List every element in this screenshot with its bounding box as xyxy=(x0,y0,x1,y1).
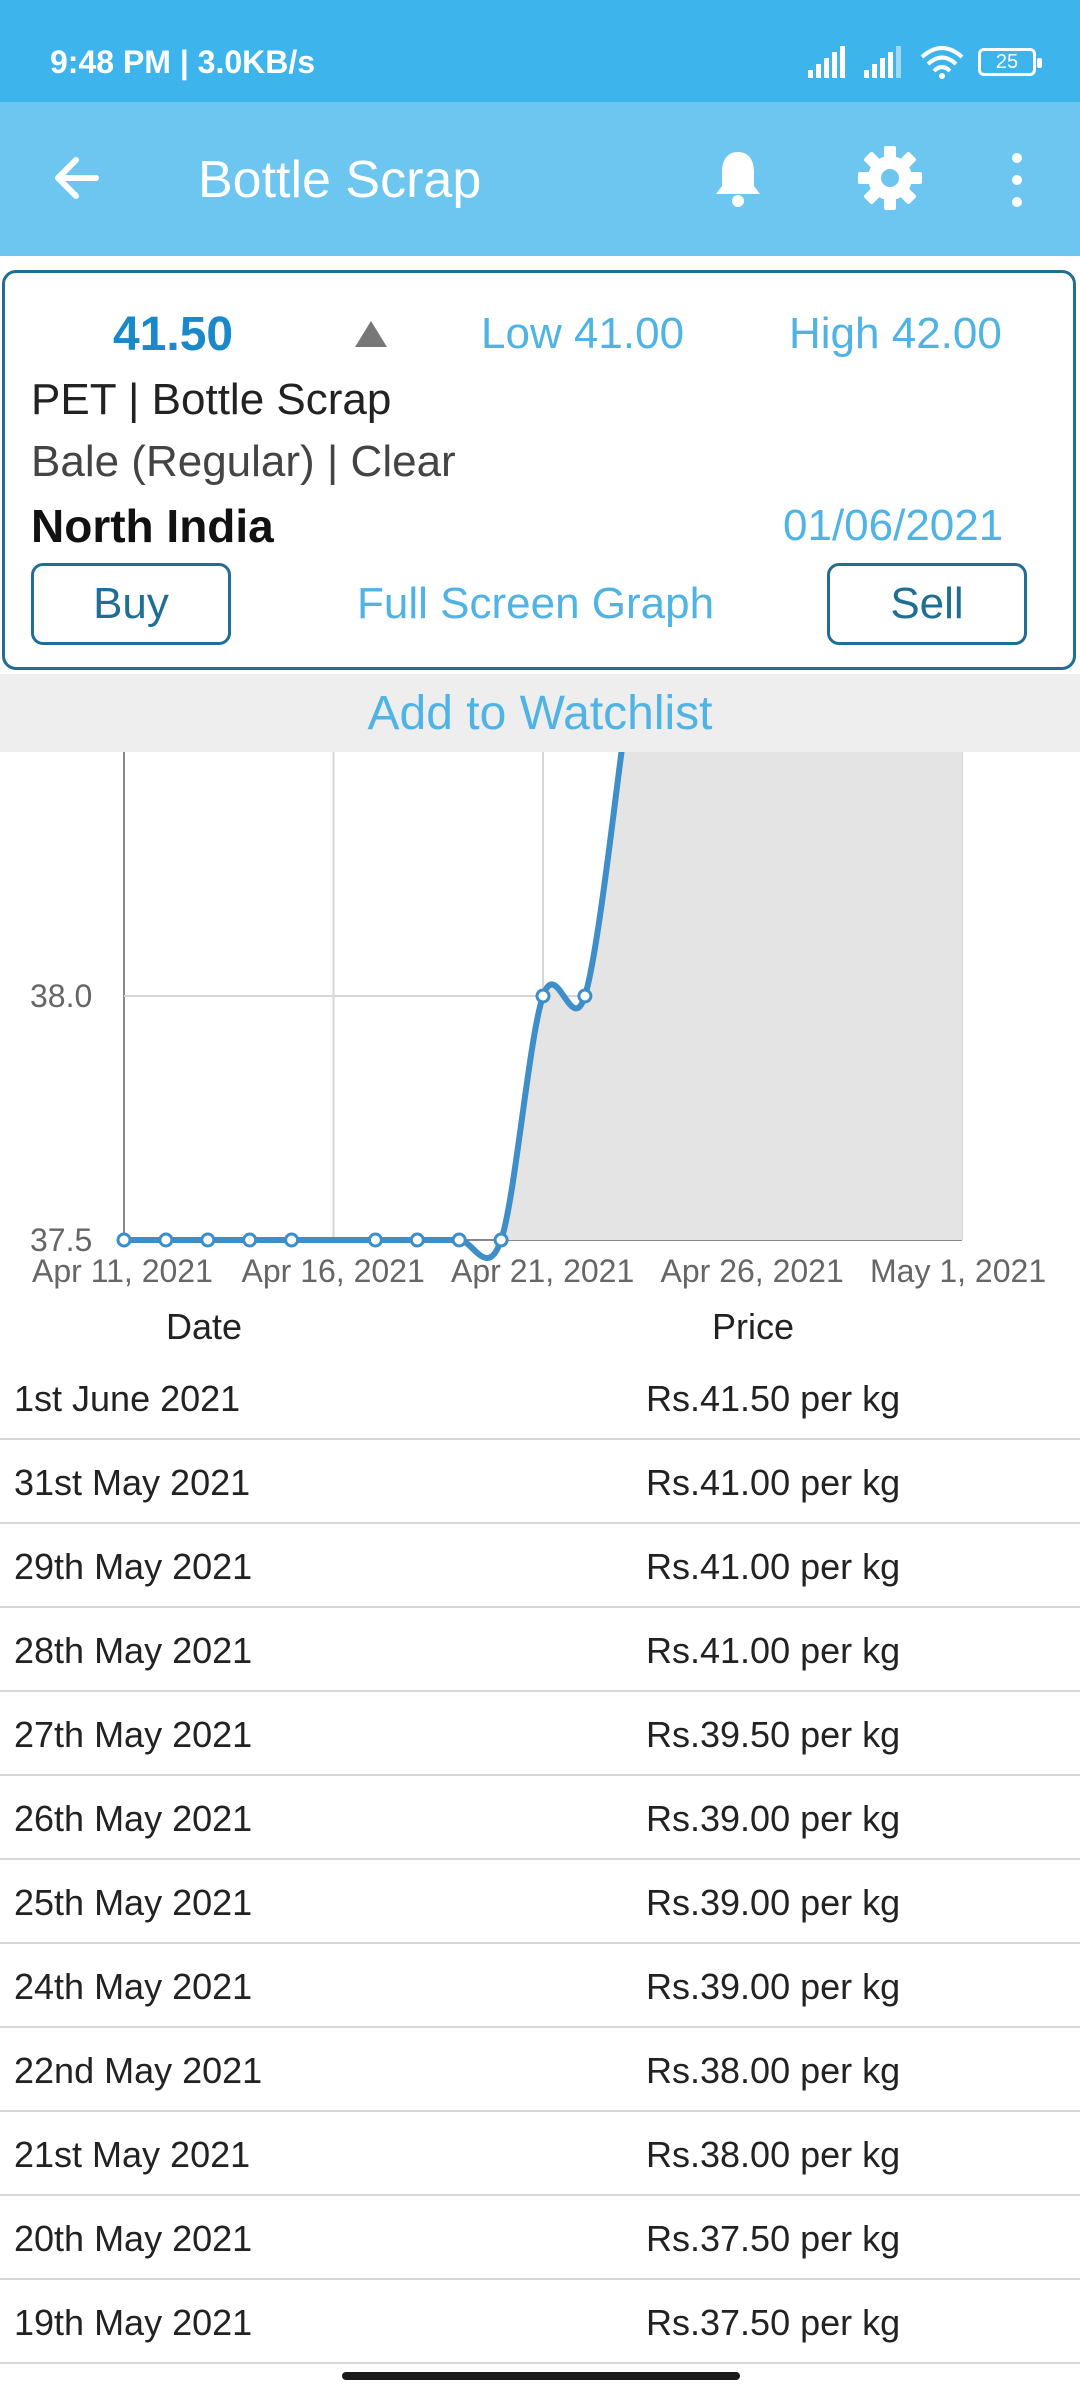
row-date: 20th May 2021 xyxy=(14,2218,253,2259)
row-date: 31st May 2021 xyxy=(14,1462,251,1503)
price-history-list[interactable]: 1st June 2021 Rs.41.50 per kg 31st May 202… xyxy=(0,1356,1080,2364)
trend-up-icon xyxy=(355,321,387,347)
x-tick-label: Apr 16, 2021 xyxy=(242,1253,425,1289)
table-row: 19th May 2021 Rs.37.50 per kg xyxy=(0,2280,1080,2364)
table-row: 28th May 2021 Rs.41.00 per kg xyxy=(0,1608,1080,1692)
y-tick-label: 37.5 xyxy=(30,1222,92,1258)
chart-point xyxy=(158,1232,174,1248)
row-price: Rs.39.00 per kg xyxy=(646,1798,901,1839)
table-row: 29th May 2021 Rs.41.00 per kg xyxy=(0,1524,1080,1608)
sell-button[interactable]: Sell xyxy=(827,563,1027,645)
row-date: 1st June 2021 xyxy=(14,1378,241,1419)
status-bar: 9:48 PM | 3.0KB/s 25 xyxy=(0,0,1080,102)
wifi-icon xyxy=(920,46,964,79)
row-price: Rs.37.50 per kg xyxy=(646,2302,901,2343)
table-row: 21st May 2021 Rs.38.00 per kg xyxy=(0,2112,1080,2196)
row-price: Rs.39.50 per kg xyxy=(646,1714,901,1755)
chart-point xyxy=(116,1232,132,1248)
row-date: 24th May 2021 xyxy=(14,1966,253,2007)
product-grade: Bale (Regular) | Clear xyxy=(31,437,456,486)
column-header-date: Date xyxy=(166,1306,243,1347)
low-price: Low 41.00 xyxy=(481,309,685,358)
x-tick-label: May 1, 2021 xyxy=(870,1253,1046,1289)
table-row: 31st May 2021 Rs.41.00 per kg xyxy=(0,1440,1080,1524)
y-tick-label: 38.0 xyxy=(30,978,92,1014)
table-row: 20th May 2021 Rs.37.50 per kg xyxy=(0,2196,1080,2280)
table-row: 27th May 2021 Rs.39.50 per kg xyxy=(0,1692,1080,1776)
product-category: PET | Bottle Scrap xyxy=(31,375,392,424)
row-date: 29th May 2021 xyxy=(14,1546,253,1587)
gear-icon[interactable] xyxy=(856,144,924,212)
row-price: Rs.41.00 per kg xyxy=(646,1462,901,1503)
table-row: 24th May 2021 Rs.39.00 per kg xyxy=(0,1944,1080,2028)
status-icons: 25 xyxy=(808,42,1042,82)
buy-button[interactable]: Buy xyxy=(31,563,231,645)
chart-point xyxy=(493,1232,509,1248)
status-time: 9:48 PM | 3.0KB/s xyxy=(50,44,316,80)
chart-area-fill xyxy=(501,752,962,1240)
row-price: Rs.37.50 per kg xyxy=(646,2218,901,2259)
chart-points xyxy=(116,988,593,1248)
table-row: 1st June 2021 Rs.41.50 per kg xyxy=(0,1356,1080,1440)
high-price: High 42.00 xyxy=(789,309,1002,358)
row-date: 27th May 2021 xyxy=(14,1714,253,1755)
chart-point xyxy=(577,988,593,1004)
row-price: Rs.41.00 per kg xyxy=(646,1546,901,1587)
page-title: Bottle Scrap xyxy=(198,151,482,209)
current-price: 41.50 xyxy=(113,308,234,361)
chart-point xyxy=(200,1232,216,1248)
chart-series-line xyxy=(124,752,625,1261)
chart-point xyxy=(409,1232,425,1248)
battery-level: 25 xyxy=(995,50,1019,73)
chart-x-ticks: Apr 11, 2021 Apr 16, 2021 Apr 21, 2021 Apr … xyxy=(32,1253,1046,1289)
row-date: 26th May 2021 xyxy=(14,1798,253,1839)
column-header-price: Price xyxy=(712,1306,795,1347)
row-date: 25th May 2021 xyxy=(14,1882,253,1923)
row-date: 22nd May 2021 xyxy=(14,2050,263,2091)
price-card: 41.50 Low 41.00 High 42.00 PET | Bottle … xyxy=(2,270,1076,670)
price-date: 01/06/2021 xyxy=(783,501,1004,550)
chart-point xyxy=(451,1232,467,1248)
row-price: Rs.39.00 per kg xyxy=(646,1882,901,1923)
row-price: Rs.41.50 per kg xyxy=(646,1378,901,1419)
table-header: Date Price xyxy=(0,1306,1080,1356)
chart-point xyxy=(242,1232,258,1248)
full-screen-graph-link[interactable]: Full Screen Graph xyxy=(357,579,715,628)
row-date: 19th May 2021 xyxy=(14,2302,253,2343)
row-price: Rs.38.00 per kg xyxy=(646,2050,901,2091)
x-tick-label: Apr 26, 2021 xyxy=(661,1253,844,1289)
table-row: 26th May 2021 Rs.39.00 per kg xyxy=(0,1776,1080,1860)
x-tick-label: Apr 11, 2021 xyxy=(32,1253,213,1289)
price-chart[interactable]: 37.5 38.0 Apr 11, 2021 Apr 16, 2021 Apr 21,… xyxy=(0,752,1080,1312)
row-price: Rs.41.00 per kg xyxy=(646,1630,901,1671)
x-tick-label: Apr 21, 2021 xyxy=(451,1253,634,1289)
battery-icon: 25 xyxy=(978,48,1042,76)
row-price: Rs.39.00 per kg xyxy=(646,1966,901,2007)
home-indicator[interactable] xyxy=(342,2372,740,2380)
bell-icon[interactable] xyxy=(706,146,770,210)
chart-y-ticks: 37.5 38.0 xyxy=(30,978,92,1258)
signal-icon-2 xyxy=(864,46,901,78)
app-bar: Bottle Scrap xyxy=(0,102,1080,256)
table-row: 25th May 2021 Rs.39.00 per kg xyxy=(0,1860,1080,1944)
row-date: 28th May 2021 xyxy=(14,1630,253,1671)
signal-icon xyxy=(808,46,845,78)
chart-point xyxy=(535,988,551,1004)
table-row: 22nd May 2021 Rs.38.00 per kg xyxy=(0,2028,1080,2112)
chart-point xyxy=(367,1232,383,1248)
row-date: 21st May 2021 xyxy=(14,2134,251,2175)
region: North India xyxy=(31,500,274,552)
row-price: Rs.38.00 per kg xyxy=(646,2134,901,2175)
add-to-watchlist-button[interactable]: Add to Watchlist xyxy=(0,674,1080,752)
chart-point xyxy=(284,1232,300,1248)
more-vert-icon[interactable] xyxy=(1000,150,1034,210)
back-arrow-icon[interactable] xyxy=(48,148,108,208)
